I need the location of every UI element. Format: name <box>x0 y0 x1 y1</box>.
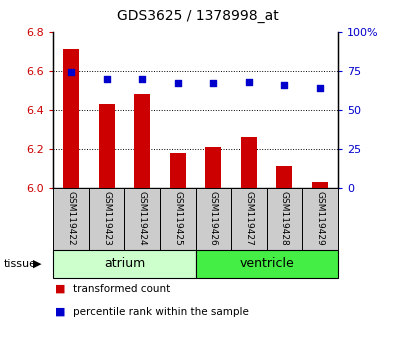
Bar <box>267 188 302 250</box>
Point <box>175 80 181 86</box>
Bar <box>53 250 196 278</box>
Bar <box>276 166 292 188</box>
Text: atrium: atrium <box>104 257 145 270</box>
Bar <box>170 153 186 188</box>
Text: GSM119423: GSM119423 <box>102 191 111 246</box>
Bar <box>160 188 196 250</box>
Text: GSM119424: GSM119424 <box>138 191 147 246</box>
Text: GSM119426: GSM119426 <box>209 191 218 246</box>
Bar <box>241 137 257 188</box>
Text: ■: ■ <box>55 307 66 316</box>
Point <box>103 76 110 81</box>
Bar <box>302 188 338 250</box>
Text: GSM119428: GSM119428 <box>280 191 289 246</box>
Bar <box>205 147 221 188</box>
Bar <box>196 250 338 278</box>
Point <box>246 79 252 85</box>
Bar <box>63 50 79 188</box>
Bar <box>124 188 160 250</box>
Text: ventricle: ventricle <box>239 257 294 270</box>
Text: GDS3625 / 1378998_at: GDS3625 / 1378998_at <box>117 9 278 23</box>
Text: GSM119427: GSM119427 <box>245 191 253 246</box>
Text: percentile rank within the sample: percentile rank within the sample <box>73 307 249 316</box>
Text: GSM119425: GSM119425 <box>173 191 182 246</box>
Bar <box>134 94 150 188</box>
Bar <box>231 188 267 250</box>
Bar <box>89 188 124 250</box>
Text: ■: ■ <box>55 284 66 293</box>
Point <box>317 85 323 91</box>
Bar <box>312 182 328 188</box>
Point <box>139 76 145 81</box>
Bar <box>53 188 89 250</box>
Text: tissue: tissue <box>4 259 37 269</box>
Text: GSM119422: GSM119422 <box>67 191 75 246</box>
Point <box>68 69 74 75</box>
Bar <box>196 188 231 250</box>
Text: ▶: ▶ <box>33 259 42 269</box>
Bar <box>99 104 115 188</box>
Text: GSM119429: GSM119429 <box>316 191 324 246</box>
Point <box>281 82 288 88</box>
Text: transformed count: transformed count <box>73 284 170 293</box>
Point <box>210 80 216 86</box>
